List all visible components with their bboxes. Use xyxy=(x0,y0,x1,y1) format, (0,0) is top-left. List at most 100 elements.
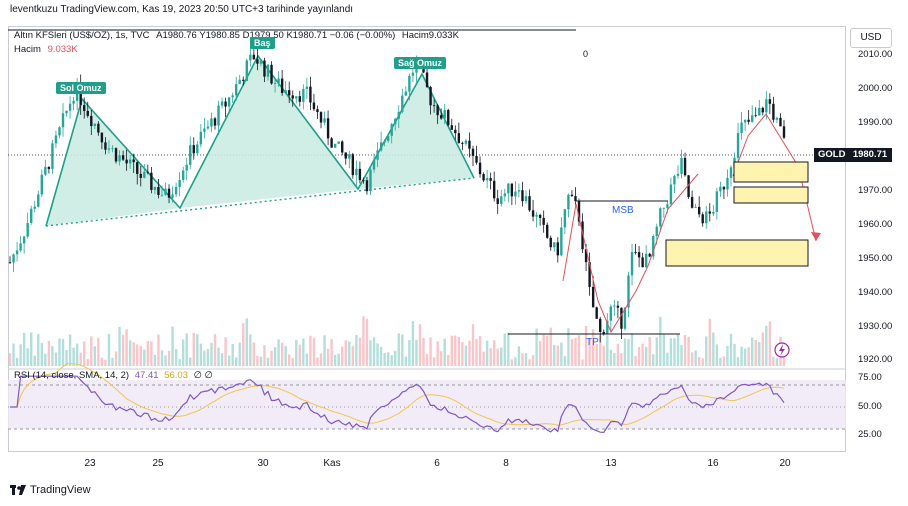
candle-body xyxy=(432,105,436,107)
msb-label[interactable]: MSB xyxy=(612,205,634,216)
volume-bar xyxy=(217,347,220,366)
right-shoulder-triangle xyxy=(358,74,474,189)
supply-zone-2 xyxy=(733,186,809,204)
volume-bar xyxy=(411,320,415,366)
candle-body xyxy=(482,174,485,181)
volume-bar xyxy=(507,332,510,366)
candle-body xyxy=(383,140,386,143)
candle-body xyxy=(404,91,408,96)
lightning-icon[interactable] xyxy=(774,342,790,358)
candle-body xyxy=(270,64,273,84)
candle-body xyxy=(305,86,309,89)
volume-bar xyxy=(178,359,181,366)
volume-bar xyxy=(652,354,655,366)
candle-body xyxy=(107,148,111,150)
candle-body xyxy=(376,150,379,160)
candle-body xyxy=(560,227,563,256)
candle-body xyxy=(648,253,651,257)
candle-body xyxy=(722,186,726,190)
volume-bar xyxy=(8,353,12,366)
volume-bar xyxy=(351,345,355,366)
pattern-outline xyxy=(45,54,475,227)
candle-body xyxy=(500,196,503,204)
candle-body xyxy=(447,110,450,126)
candle-body xyxy=(570,194,574,197)
candle-body xyxy=(581,221,584,250)
candle-body xyxy=(443,110,446,119)
volume-bar xyxy=(687,336,690,366)
candle-body xyxy=(740,122,743,134)
volume-bar xyxy=(150,341,153,366)
price-axis[interactable]: 2010.00 2000.00 1990.00 1970.00 1960.00 … xyxy=(846,26,908,452)
candle-body xyxy=(284,90,287,94)
volume-bar xyxy=(478,335,482,366)
volume-bar xyxy=(397,333,400,366)
volume-bar xyxy=(468,340,471,366)
candle-body xyxy=(736,133,740,158)
candle-body xyxy=(234,84,238,96)
volume-bar xyxy=(715,344,719,366)
candle-body xyxy=(348,154,351,159)
volume-bar xyxy=(401,334,404,366)
candle-body xyxy=(61,113,65,128)
head-label[interactable]: Baş xyxy=(250,37,275,49)
candle-body xyxy=(613,305,616,307)
volume-bar xyxy=(662,334,666,366)
arrow-head xyxy=(811,232,821,241)
candle-body xyxy=(355,168,358,176)
right-shoulder-label[interactable]: Sağ Omuz xyxy=(394,57,447,69)
candle-body xyxy=(644,253,648,268)
volume-bar xyxy=(415,339,418,366)
volume-bar xyxy=(213,334,217,366)
chart-panel[interactable] xyxy=(8,26,846,452)
volume-bar xyxy=(443,338,446,366)
candle-body xyxy=(662,207,666,209)
tradingview-logo[interactable]: TradingView xyxy=(10,484,91,496)
volume-bar xyxy=(676,334,680,366)
chart-canvas[interactable] xyxy=(8,26,846,452)
candle-body xyxy=(111,148,114,149)
volume-bar xyxy=(680,344,683,366)
rsi-name[interactable]: RSI (14, close, SMA, 14, 2) xyxy=(14,370,130,381)
volume-bar xyxy=(546,335,549,366)
tp-label[interactable]: TP xyxy=(586,337,599,348)
candle-body xyxy=(319,112,323,123)
candle-body xyxy=(143,171,146,178)
volume-bar xyxy=(341,346,344,366)
candle-body xyxy=(22,236,26,244)
candle-body xyxy=(712,211,715,214)
x-tick: 20 xyxy=(779,458,791,469)
candle-body xyxy=(203,128,206,132)
volume-bar xyxy=(79,352,82,366)
candle-body xyxy=(390,124,393,136)
x-tick: 23 xyxy=(84,458,96,469)
candle-body xyxy=(659,208,662,227)
symbol-name[interactable]: Altın KFSleri (US$/OZ), 1s, TVC xyxy=(14,30,150,41)
volume-bar xyxy=(83,341,86,366)
volume-bar xyxy=(210,342,213,366)
candle-body xyxy=(485,178,489,181)
candle-body xyxy=(372,159,376,170)
volume-bar xyxy=(280,342,284,366)
volume-bar xyxy=(609,349,613,366)
volume-bar xyxy=(542,334,545,366)
volume-bar xyxy=(726,346,729,366)
candle-body xyxy=(669,184,673,205)
volume-bar xyxy=(394,350,397,366)
candle-body xyxy=(623,307,627,329)
candle-body xyxy=(697,206,701,215)
candle-body xyxy=(489,178,492,181)
volume-bar xyxy=(567,328,570,366)
head-triangle xyxy=(180,56,358,208)
rsi-sma-value: 56.03 xyxy=(164,370,188,381)
candle-body xyxy=(15,250,19,255)
candle-body xyxy=(468,140,471,149)
candle-body xyxy=(295,96,298,99)
volume-bar xyxy=(181,339,185,366)
currency-button[interactable]: USD xyxy=(850,28,892,48)
left-shoulder-label[interactable]: Sol Omuz xyxy=(56,82,106,94)
volume-bar xyxy=(365,318,369,366)
volume-bar xyxy=(266,357,270,366)
x-tick: Kas xyxy=(323,458,341,469)
volume-bar xyxy=(37,334,40,366)
